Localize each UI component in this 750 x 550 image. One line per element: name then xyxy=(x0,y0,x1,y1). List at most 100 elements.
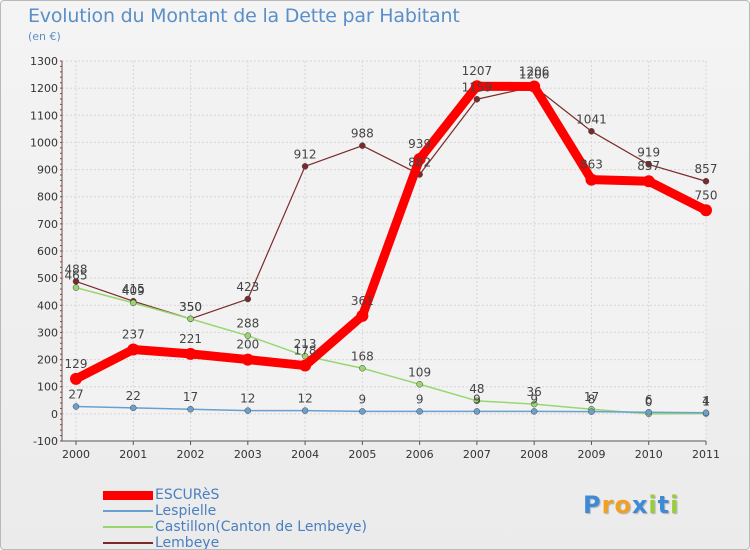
y-tick-label: 700 xyxy=(37,218,58,231)
data-label: 9 xyxy=(359,392,367,406)
data-label: 9 xyxy=(473,392,481,406)
data-point xyxy=(588,408,595,415)
data-label: 361 xyxy=(351,294,374,308)
data-point xyxy=(301,407,309,414)
y-tick-label: 0 xyxy=(51,408,58,421)
x-tick-label: 2010 xyxy=(635,448,663,461)
data-point xyxy=(700,204,712,217)
data-label: 409 xyxy=(122,284,145,298)
data-point xyxy=(184,347,197,360)
y-tick-label: 600 xyxy=(37,245,58,258)
data-label: 350 xyxy=(179,300,202,314)
data-label: 129 xyxy=(65,357,88,371)
logo-letter: P xyxy=(583,491,602,519)
y-tick-label: 1000 xyxy=(30,136,58,149)
data-label: 12 xyxy=(240,392,255,406)
data-point xyxy=(530,408,538,415)
series-line xyxy=(75,286,707,415)
data-point xyxy=(72,284,80,291)
logo-letter: o xyxy=(614,491,632,519)
y-tick-label: 300 xyxy=(37,326,58,339)
data-label: 423 xyxy=(236,280,259,294)
axes: -100 0 100 200 300 400 500 600 700 800 900 1000 1100… xyxy=(30,55,720,461)
data-point xyxy=(588,128,595,135)
data-label: 863 xyxy=(580,158,603,172)
x-tick-label: 2002 xyxy=(177,448,205,461)
data-label: 750 xyxy=(695,188,718,202)
x-tick-label: 2001 xyxy=(119,448,147,461)
data-point xyxy=(130,299,137,307)
data-label: 1159 xyxy=(462,80,493,94)
data-point xyxy=(241,353,254,366)
x-tick-label: 2000 xyxy=(62,448,90,461)
data-label: 17 xyxy=(584,390,599,404)
y-tick-label: 500 xyxy=(37,272,58,285)
data-point xyxy=(528,80,541,93)
data-point xyxy=(72,403,80,410)
data-label: 200 xyxy=(236,338,259,352)
data-label: 168 xyxy=(351,349,374,363)
data-label: 9 xyxy=(530,392,538,406)
data-label: 919 xyxy=(637,145,660,159)
x-tick-label: 2008 xyxy=(520,448,548,461)
data-label: 237 xyxy=(122,328,145,342)
data-label: 1206 xyxy=(519,65,550,79)
data-labels: 4884153504239129888821159120610419198574… xyxy=(65,64,718,409)
data-point xyxy=(70,372,82,385)
y-tick-label: 1200 xyxy=(30,82,58,95)
data-label: 912 xyxy=(294,147,317,161)
legend-label: Lembeye xyxy=(155,535,220,550)
data-label: 12 xyxy=(297,392,312,406)
data-point xyxy=(416,381,423,388)
data-point xyxy=(642,175,655,188)
data-point xyxy=(359,408,366,415)
data-label: 0 xyxy=(645,395,653,409)
y-tick-label: 1100 xyxy=(30,109,58,122)
data-label: 17 xyxy=(183,390,198,404)
data-label: 9 xyxy=(416,392,424,406)
legend-swatch xyxy=(103,510,153,512)
series-line xyxy=(71,81,711,384)
data-label: 939 xyxy=(408,137,431,151)
data-point xyxy=(359,142,366,149)
data-point xyxy=(187,405,194,413)
data-label: 465 xyxy=(65,269,88,283)
legend-item: Castillon(Canton de Lembeye) xyxy=(103,519,367,535)
legend-swatch xyxy=(103,490,153,500)
legend-label: Lespielle xyxy=(155,503,217,519)
logo-letter: i xyxy=(648,491,658,519)
data-label: 178 xyxy=(294,344,317,358)
data-point xyxy=(473,397,481,405)
y-tick-label: -100 xyxy=(33,435,58,448)
x-tick-label: 2009 xyxy=(577,448,605,461)
data-point xyxy=(301,163,309,170)
data-point xyxy=(127,343,140,356)
y-tick-label: 200 xyxy=(37,354,58,367)
legend-item: ESCURèS xyxy=(103,487,367,503)
legend-item: Lespielle xyxy=(103,503,367,519)
data-label: 36 xyxy=(527,385,542,399)
data-label: 213 xyxy=(294,337,317,351)
data-point xyxy=(645,408,652,416)
grid xyxy=(62,60,707,442)
data-point xyxy=(413,152,426,165)
data-point xyxy=(473,408,481,415)
data-label: 988 xyxy=(351,127,374,141)
data-label: 350 xyxy=(179,300,202,314)
logo-letter: r xyxy=(601,491,615,519)
data-point xyxy=(585,173,598,186)
data-point xyxy=(416,408,423,415)
legend-label: ESCURèS xyxy=(155,487,220,503)
data-point xyxy=(187,315,194,323)
x-tick-label: 2003 xyxy=(234,448,262,461)
data-label: 8 xyxy=(588,393,596,407)
data-point xyxy=(470,80,483,93)
series xyxy=(70,80,712,418)
data-point xyxy=(356,309,369,322)
logo-letter: t xyxy=(657,491,671,519)
x-tick-label: 2005 xyxy=(348,448,376,461)
legend-item: Lembeye xyxy=(103,535,367,550)
x-tick-label: 2007 xyxy=(463,448,491,461)
proxiti-logo: Proxiti xyxy=(583,491,679,519)
